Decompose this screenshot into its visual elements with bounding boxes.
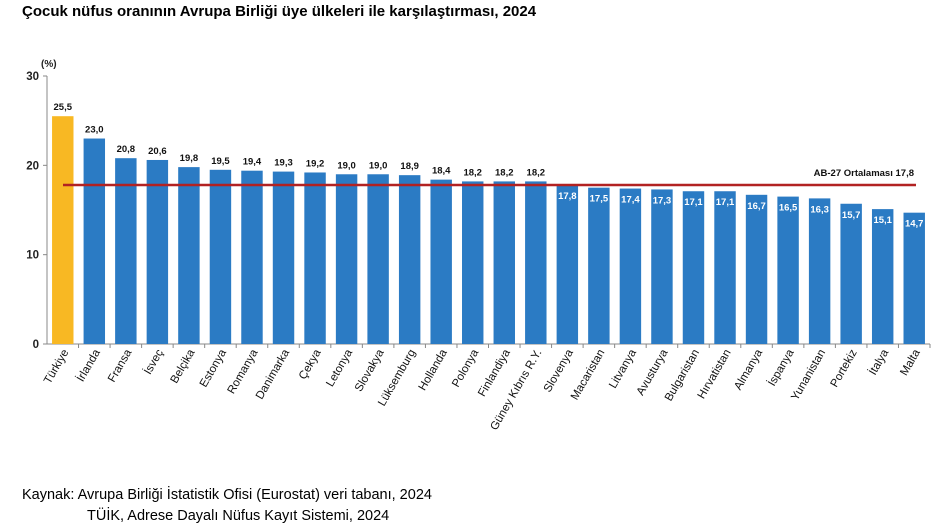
bar bbox=[588, 187, 610, 344]
y-tick-label: 0 bbox=[33, 339, 39, 351]
data-label: 17,5 bbox=[590, 194, 609, 205]
category-label: Türkiye bbox=[42, 348, 71, 387]
bar bbox=[745, 194, 768, 344]
chart-title: Çocuk nüfus oranının Avrupa Birliği üye … bbox=[22, 3, 537, 20]
data-label: 19,4 bbox=[243, 157, 262, 168]
y-tick-label: 30 bbox=[26, 71, 39, 83]
category-label: Hollanda bbox=[417, 347, 450, 393]
data-label: 18,2 bbox=[495, 167, 514, 178]
category-label: Çekya bbox=[297, 347, 324, 382]
category-label: Macaristan bbox=[569, 348, 608, 403]
category-label: Avusturya bbox=[635, 347, 671, 398]
bar bbox=[903, 212, 925, 344]
category-label: Malta bbox=[898, 347, 923, 378]
category-label: Portekiz bbox=[829, 347, 860, 389]
bar bbox=[840, 203, 862, 344]
bar bbox=[871, 209, 894, 344]
category-label: Letonya bbox=[324, 347, 355, 389]
bar bbox=[398, 175, 421, 344]
bar bbox=[209, 169, 232, 344]
category-label: Danimarka bbox=[254, 347, 292, 402]
source-line-2: TÜİK, Adrese Dayalı Nüfus Kayıt Sistemi,… bbox=[87, 508, 390, 524]
bar bbox=[178, 167, 200, 344]
bar bbox=[493, 181, 515, 344]
data-label: 17,1 bbox=[684, 197, 703, 208]
data-label: 16,3 bbox=[810, 204, 829, 215]
bar bbox=[682, 191, 705, 344]
data-label: 17,8 bbox=[558, 191, 577, 202]
bar bbox=[619, 188, 642, 344]
data-label: 18,9 bbox=[400, 161, 419, 172]
data-label: 16,5 bbox=[779, 203, 798, 214]
data-label: 19,2 bbox=[306, 158, 325, 169]
category-label: Litvanya bbox=[607, 347, 639, 391]
category-label: Estonya bbox=[198, 347, 229, 390]
category-label: Romanya bbox=[226, 347, 261, 396]
data-label: 19,8 bbox=[180, 153, 199, 164]
category-label: Fransa bbox=[106, 347, 135, 385]
bar bbox=[272, 171, 295, 344]
data-label: 18,2 bbox=[527, 167, 546, 178]
data-label: 17,1 bbox=[716, 197, 735, 208]
bar bbox=[83, 138, 106, 344]
category-label: İsveç bbox=[141, 347, 166, 377]
y-tick-label: 20 bbox=[26, 160, 39, 172]
category-label: Polonya bbox=[450, 347, 481, 390]
bar bbox=[556, 184, 579, 344]
category-label: Slovenya bbox=[542, 347, 576, 394]
data-label: 14,7 bbox=[905, 219, 924, 230]
category-label: Hırvatistan bbox=[696, 348, 734, 402]
data-label: 20,8 bbox=[117, 144, 136, 155]
bar bbox=[777, 196, 799, 344]
category-label: Belçika bbox=[169, 347, 198, 386]
category-label: Slovakya bbox=[353, 347, 387, 394]
category-label: İspanya bbox=[765, 346, 797, 388]
y-tick-label: 10 bbox=[26, 250, 39, 262]
data-label: 19,0 bbox=[369, 160, 388, 171]
bar bbox=[115, 158, 137, 344]
bar-chart: 0 10 20 30(%) AB-27 Ortalaması 17,8 25,5 23,0 2… bbox=[26, 59, 931, 432]
bar bbox=[52, 116, 74, 344]
bar bbox=[714, 191, 736, 344]
data-label: 18,2 bbox=[463, 167, 482, 178]
data-label: 19,5 bbox=[211, 156, 230, 167]
bar bbox=[241, 170, 263, 344]
data-label: 17,3 bbox=[653, 195, 672, 206]
data-label: 20,6 bbox=[148, 146, 167, 157]
data-label: 19,3 bbox=[274, 158, 293, 169]
bar bbox=[367, 174, 389, 344]
category-label: Almanya bbox=[732, 347, 765, 392]
data-label: 15,7 bbox=[842, 210, 861, 221]
data-label: 25,5 bbox=[54, 102, 73, 113]
bar bbox=[335, 174, 358, 344]
data-label: 18,4 bbox=[432, 166, 451, 177]
bar bbox=[651, 189, 673, 344]
data-label: 15,1 bbox=[873, 215, 892, 226]
data-label: 17,4 bbox=[621, 195, 640, 206]
bar bbox=[304, 172, 326, 344]
data-label: 23,0 bbox=[85, 125, 104, 136]
category-label: İrlanda bbox=[74, 346, 103, 383]
bar bbox=[146, 159, 169, 344]
data-label: 19,0 bbox=[337, 160, 356, 171]
bar bbox=[430, 179, 452, 344]
bar bbox=[808, 198, 831, 344]
reference-line-label: AB-27 Ortalaması 17,8 bbox=[814, 168, 914, 179]
category-label: İtalya bbox=[866, 346, 891, 377]
category-label: Finlandiya bbox=[476, 347, 513, 399]
bar bbox=[462, 181, 484, 344]
source-note: Kaynak: Avrupa Birliği İstatistik Ofisi … bbox=[22, 485, 432, 527]
source-line-1: Kaynak: Avrupa Birliği İstatistik Ofisi … bbox=[22, 487, 432, 503]
data-label: 16,7 bbox=[747, 201, 766, 212]
bar bbox=[525, 181, 547, 344]
y-unit-label: (%) bbox=[41, 59, 57, 70]
